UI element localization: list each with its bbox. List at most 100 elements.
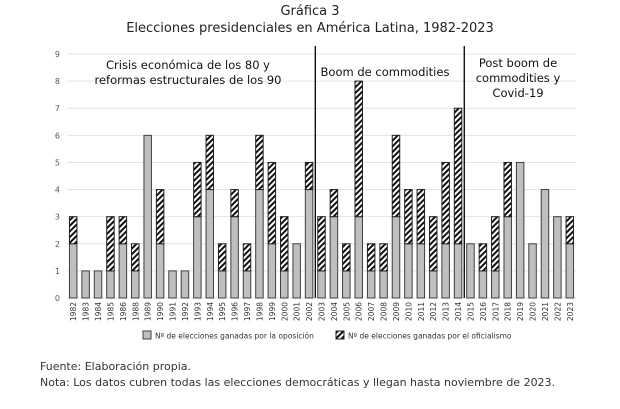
x-tick-label: 2006	[355, 302, 364, 321]
period-annotation: Crisis económica de los 80 y	[106, 58, 270, 72]
bar-opposition	[366, 270, 376, 299]
bar-opposition	[280, 270, 289, 299]
bar-officialism	[217, 243, 227, 272]
bar-officialism	[267, 161, 277, 245]
bar-opposition	[255, 189, 264, 299]
x-tick-label: 2005	[342, 302, 351, 321]
bar-opposition	[155, 243, 165, 299]
bar-officialism	[68, 216, 78, 245]
y-tick-label: 4	[55, 186, 60, 195]
bar-opposition	[354, 216, 363, 299]
y-tick-label: 6	[55, 131, 60, 140]
period-annotation: Post boom de	[479, 56, 557, 70]
x-tick-label: 1997	[243, 302, 252, 321]
x-tick-label: 2022	[553, 302, 562, 321]
bar-opposition	[379, 270, 388, 299]
source-note: Fuente: Elaboración propia.	[40, 360, 192, 373]
y-tick-label: 0	[55, 294, 60, 303]
x-tick-label: 1982	[69, 302, 78, 321]
legend-label-officialism: Nº de elecciones ganadas por el oficiali…	[348, 332, 512, 341]
bar-opposition	[106, 270, 115, 299]
x-tick-label: 1994	[206, 302, 215, 321]
x-tick-label: 2002	[305, 302, 314, 321]
bar-officialism	[503, 161, 512, 218]
bar-officialism	[255, 134, 264, 191]
x-tick-label: 2021	[541, 302, 550, 321]
bar-officialism	[565, 216, 575, 245]
x-tick-label: 2019	[516, 302, 525, 321]
x-tick-label: 1996	[231, 302, 240, 321]
x-tick-label: 2000	[280, 302, 289, 321]
bar-opposition	[143, 134, 152, 299]
bar-officialism	[453, 107, 463, 245]
legend-swatch-officialism	[335, 330, 345, 340]
x-tick-label: 2003	[318, 302, 327, 321]
bar-opposition	[428, 270, 438, 299]
x-tick-label: 1993	[193, 302, 202, 321]
bar-officialism	[379, 243, 388, 272]
bar-opposition	[267, 243, 277, 299]
x-tick-label: 1986	[119, 302, 128, 321]
x-tick-label: 1990	[156, 302, 165, 321]
bar-officialism	[205, 134, 215, 191]
x-tick-label: 1998	[255, 302, 264, 321]
bar-opposition	[553, 216, 562, 299]
bar-opposition	[478, 270, 488, 299]
bar-officialism	[366, 243, 376, 272]
x-tick-label: 1989	[144, 302, 153, 321]
bar-opposition	[453, 243, 463, 299]
bar-opposition	[168, 270, 177, 299]
bar-officialism	[404, 189, 413, 245]
bar-opposition	[193, 216, 202, 299]
bar-opposition	[404, 243, 413, 299]
bar-opposition	[93, 270, 103, 299]
x-tick-label: 1999	[268, 302, 277, 321]
x-tick-label: 2001	[293, 302, 302, 321]
bar-officialism	[441, 161, 450, 245]
bar-officialism	[478, 243, 488, 272]
bar-opposition	[540, 189, 550, 299]
x-tick-label: 2016	[479, 302, 488, 321]
bar-opposition	[68, 243, 78, 299]
y-tick-label: 9	[55, 50, 60, 59]
bar-officialism	[317, 216, 326, 272]
x-tick-label: 2020	[529, 302, 538, 321]
bar-opposition	[491, 270, 500, 299]
chart-title: Gráfica 3	[280, 4, 340, 19]
bar-opposition	[217, 270, 227, 299]
y-tick-label: 8	[55, 77, 60, 86]
bar-officialism	[118, 216, 128, 245]
bar-officialism	[230, 189, 239, 218]
chart-subtitle: Elecciones presidenciales en América Lat…	[126, 21, 494, 36]
period-annotation: reformas estructurales de los 90	[94, 73, 281, 87]
y-tick-label: 2	[55, 240, 60, 249]
x-tick-label: 1983	[82, 302, 91, 321]
bar-opposition	[528, 243, 537, 299]
bar-opposition	[81, 270, 90, 299]
x-tick-label: 1984	[94, 302, 103, 321]
bar-opposition	[118, 243, 128, 299]
y-tick-label: 3	[55, 213, 60, 222]
x-tick-label: 1992	[181, 302, 190, 321]
x-tick-label: 2007	[367, 302, 376, 321]
x-tick-label: 2017	[491, 302, 500, 321]
x-tick-label: 2015	[466, 302, 475, 321]
x-tick-label: 2023	[566, 302, 575, 321]
period-annotation: Boom de commodities	[321, 65, 450, 79]
x-tick-label: 2010	[404, 302, 413, 321]
y-tick-label: 5	[55, 158, 60, 167]
bar-opposition	[515, 161, 525, 299]
bar-opposition	[304, 189, 314, 299]
bar-officialism	[155, 189, 165, 245]
bar-officialism	[342, 243, 351, 272]
bar-officialism	[304, 161, 314, 191]
x-tick-label: 2013	[442, 302, 451, 321]
x-tick-label: 1995	[218, 302, 227, 321]
x-tick-label: 2011	[417, 302, 426, 321]
x-tick-label: 2018	[504, 302, 513, 321]
bar-opposition	[342, 270, 351, 299]
bar-opposition	[466, 243, 475, 299]
bar-officialism	[280, 216, 289, 272]
